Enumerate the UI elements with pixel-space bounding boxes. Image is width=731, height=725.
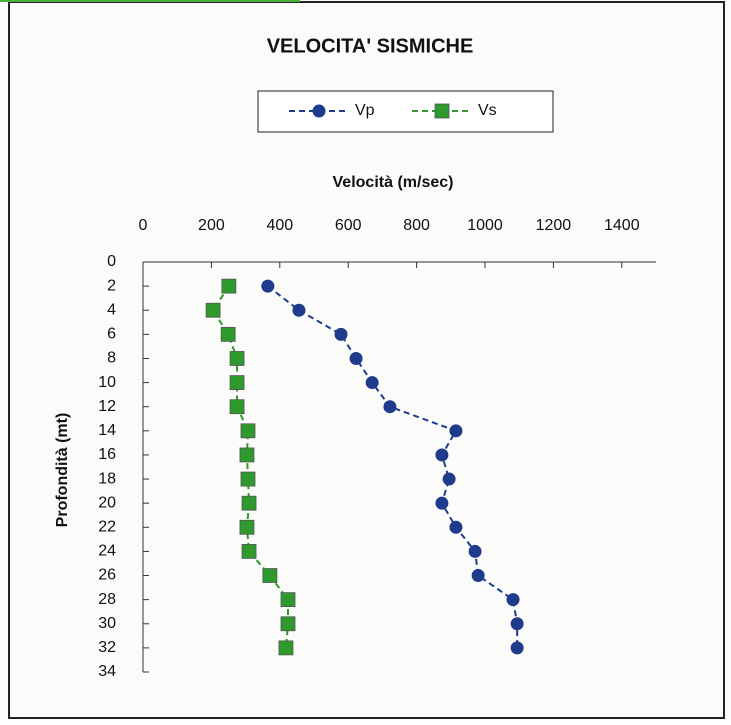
y-tick-label: 24 bbox=[98, 543, 116, 560]
legend-label: Vp bbox=[355, 102, 375, 119]
x-tick-label: 0 bbox=[139, 217, 148, 234]
data-point bbox=[221, 278, 237, 294]
data-point bbox=[383, 400, 397, 414]
y-tick-label: 26 bbox=[98, 567, 116, 584]
data-point bbox=[240, 471, 256, 487]
x-tick-label: 200 bbox=[198, 217, 225, 234]
x-tick-label: 1000 bbox=[467, 217, 503, 234]
y-tick-label: 22 bbox=[98, 519, 116, 536]
data-point bbox=[240, 423, 256, 439]
series-line bbox=[211, 285, 290, 648]
y-tick-label: 2 bbox=[107, 277, 116, 294]
legend-marker bbox=[312, 104, 326, 118]
data-point bbox=[449, 424, 463, 438]
y-tick-label: 14 bbox=[98, 422, 116, 439]
data-point bbox=[506, 593, 520, 607]
legend-marker bbox=[434, 103, 450, 119]
data-point bbox=[334, 327, 348, 341]
data-point bbox=[262, 568, 278, 583]
y-axis-label: Profondità (mt) bbox=[54, 413, 71, 528]
data-point bbox=[449, 520, 463, 534]
data-point bbox=[468, 544, 482, 558]
data-point bbox=[510, 641, 524, 655]
data-point bbox=[349, 351, 363, 365]
x-tick-label: 1200 bbox=[536, 217, 572, 234]
y-tick-label: 30 bbox=[98, 615, 116, 632]
data-point bbox=[229, 399, 245, 415]
x-tick-label: 400 bbox=[266, 217, 293, 234]
series-line bbox=[267, 285, 519, 648]
data-point bbox=[241, 495, 257, 511]
data-point bbox=[220, 326, 236, 342]
data-point bbox=[365, 376, 379, 390]
legend-box bbox=[257, 90, 554, 133]
data-point bbox=[435, 448, 449, 462]
x-axis-label: Velocità (m/sec) bbox=[333, 174, 454, 191]
y-tick-label: 10 bbox=[98, 374, 116, 391]
y-tick-label: 16 bbox=[98, 446, 116, 463]
y-tick-label: 20 bbox=[98, 494, 116, 511]
data-point bbox=[280, 616, 296, 632]
data-point bbox=[471, 569, 485, 583]
data-point bbox=[241, 544, 257, 559]
y-tick-label: 28 bbox=[98, 591, 116, 608]
data-point bbox=[261, 279, 275, 293]
x-tick-label: 600 bbox=[335, 217, 362, 234]
y-tick-label: 0 bbox=[107, 253, 116, 270]
legend-label: Vs bbox=[478, 102, 497, 119]
x-tick-label: 1400 bbox=[604, 217, 640, 234]
data-point bbox=[442, 472, 456, 486]
data-point bbox=[435, 496, 449, 510]
data-point bbox=[278, 640, 294, 656]
data-point bbox=[239, 519, 255, 535]
data-point bbox=[239, 447, 255, 463]
data-point bbox=[229, 351, 245, 366]
y-tick-label: 4 bbox=[107, 301, 116, 318]
chart-title: VELOCITA' SISMICHE bbox=[267, 35, 474, 57]
y-tick-label: 12 bbox=[98, 398, 116, 415]
frame bbox=[8, 1, 725, 719]
y-tick-label: 18 bbox=[98, 470, 116, 487]
y-tick-label: 8 bbox=[107, 350, 116, 367]
y-tick-label: 6 bbox=[107, 326, 116, 343]
x-tick-label: 800 bbox=[403, 217, 430, 234]
y-tick-label: 32 bbox=[98, 639, 116, 656]
y-tick-label: 34 bbox=[98, 663, 116, 680]
data-point bbox=[280, 592, 296, 608]
data-point bbox=[510, 617, 524, 631]
data-point bbox=[205, 302, 221, 318]
data-point bbox=[229, 375, 245, 390]
data-point bbox=[292, 303, 306, 317]
